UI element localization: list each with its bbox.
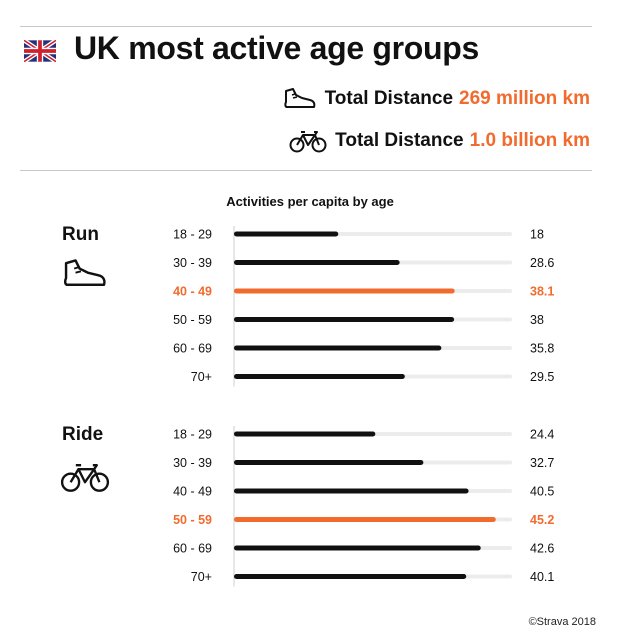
ride-value-label: 40.1 xyxy=(530,570,554,584)
run-category-label: 70+ xyxy=(191,370,212,384)
run-category-label: 30 - 39 xyxy=(173,256,212,270)
ride-distance-value: 1.0 billion km xyxy=(469,130,590,151)
ride-distance-stat: Total Distance 1.0 billion km xyxy=(289,128,590,154)
run-bar xyxy=(234,231,339,237)
ride-category-label: 18 - 29 xyxy=(173,428,212,442)
run-category-label: 18 - 29 xyxy=(173,228,212,242)
run-bar xyxy=(234,374,405,379)
run-bar xyxy=(234,260,400,265)
run-value-label: 38.1 xyxy=(530,285,554,299)
run-value-label: 18 xyxy=(530,228,544,242)
run-bar xyxy=(234,288,455,294)
ride-bar xyxy=(234,545,481,551)
middle-divider xyxy=(20,170,592,171)
top-divider xyxy=(20,26,592,27)
ride-category-label: 50 - 59 xyxy=(173,513,212,527)
ride-section-label: Ride xyxy=(62,424,104,445)
page-title: UK most active age groups xyxy=(74,30,480,66)
run-value-label: 38 xyxy=(530,313,544,327)
run-value-label: 35.8 xyxy=(530,342,554,356)
ride-distance-label: Total Distance xyxy=(335,130,464,151)
ride-bar xyxy=(234,517,496,522)
ride-category-label: 70+ xyxy=(191,570,212,584)
run-distance-value: 269 million km xyxy=(459,88,590,109)
run-section-label: Run xyxy=(62,224,99,245)
ride-value-label: 40.5 xyxy=(530,485,554,499)
ride-category-label: 60 - 69 xyxy=(173,542,212,556)
run-distance-stat: Total Distance 269 million km xyxy=(283,86,590,112)
running-shoe-icon xyxy=(283,88,315,108)
ride-value-label: 45.2 xyxy=(530,513,554,527)
copyright-text: ©Strava 2018 xyxy=(528,616,596,628)
ride-bar xyxy=(234,460,424,465)
bicycle-icon xyxy=(289,131,327,153)
run-bar xyxy=(234,317,455,322)
run-distance-label: Total Distance xyxy=(324,88,454,109)
chart-title: Activities per capita by age xyxy=(226,194,394,209)
ride-value-label: 42.6 xyxy=(530,542,554,556)
ride-category-label: 40 - 49 xyxy=(173,485,212,499)
running-shoe-icon xyxy=(63,259,106,287)
ride-bar xyxy=(234,574,467,579)
ride-bar xyxy=(234,488,469,494)
ride-bar xyxy=(234,431,376,437)
run-value-label: 28.6 xyxy=(530,256,554,270)
ride-category-label: 30 - 39 xyxy=(173,456,212,470)
run-category-label: 40 - 49 xyxy=(173,285,212,299)
run-value-label: 29.5 xyxy=(530,370,554,384)
bicycle-icon xyxy=(60,464,110,492)
ride-value-label: 32.7 xyxy=(530,456,554,470)
run-bar xyxy=(234,345,442,351)
run-category-label: 50 - 59 xyxy=(173,313,212,327)
ride-value-label: 24.4 xyxy=(530,428,554,442)
run-category-label: 60 - 69 xyxy=(173,342,212,356)
uk-flag-icon xyxy=(24,40,56,62)
